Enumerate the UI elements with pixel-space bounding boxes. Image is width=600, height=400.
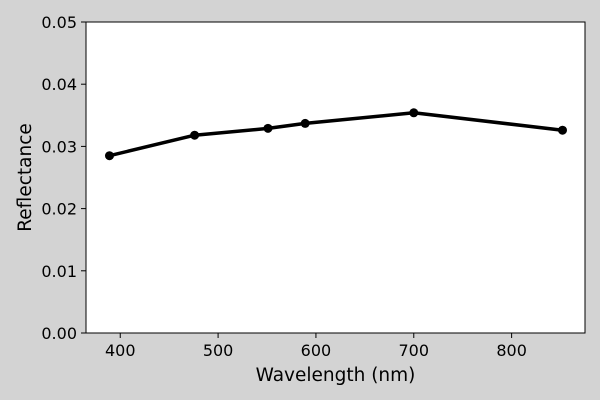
y-tick-label: 0.05	[41, 13, 77, 32]
data-point	[263, 123, 273, 133]
y-tick-label: 0.02	[41, 200, 77, 219]
data-point	[104, 151, 114, 161]
y-tick-label: 0.03	[41, 137, 77, 156]
y-axis-ticks: 0.00 0.01 0.02 0.03 0.04 0.05	[41, 13, 86, 343]
data-point	[409, 108, 419, 118]
data-point	[300, 118, 310, 128]
series-line	[107, 111, 565, 158]
series-layer	[104, 108, 567, 161]
x-tick-label: 800	[496, 341, 527, 360]
y-tick-label: 0.01	[41, 262, 77, 281]
x-axis-ticks: 400 500 600 700 800	[105, 333, 527, 360]
y-tick-label: 0.00	[41, 324, 77, 343]
plot-area	[86, 22, 585, 333]
x-axis-label: Wavelength (nm)	[256, 365, 416, 386]
x-tick-label: 600	[301, 341, 332, 360]
x-tick-label: 700	[399, 341, 430, 360]
x-tick-label: 500	[203, 341, 234, 360]
data-point	[557, 125, 567, 135]
y-tick-label: 0.04	[41, 75, 77, 94]
plot-frame	[85, 21, 586, 334]
x-tick-label: 400	[105, 341, 136, 360]
y-axis-label: Reflectance	[15, 123, 36, 231]
data-point	[190, 130, 200, 140]
